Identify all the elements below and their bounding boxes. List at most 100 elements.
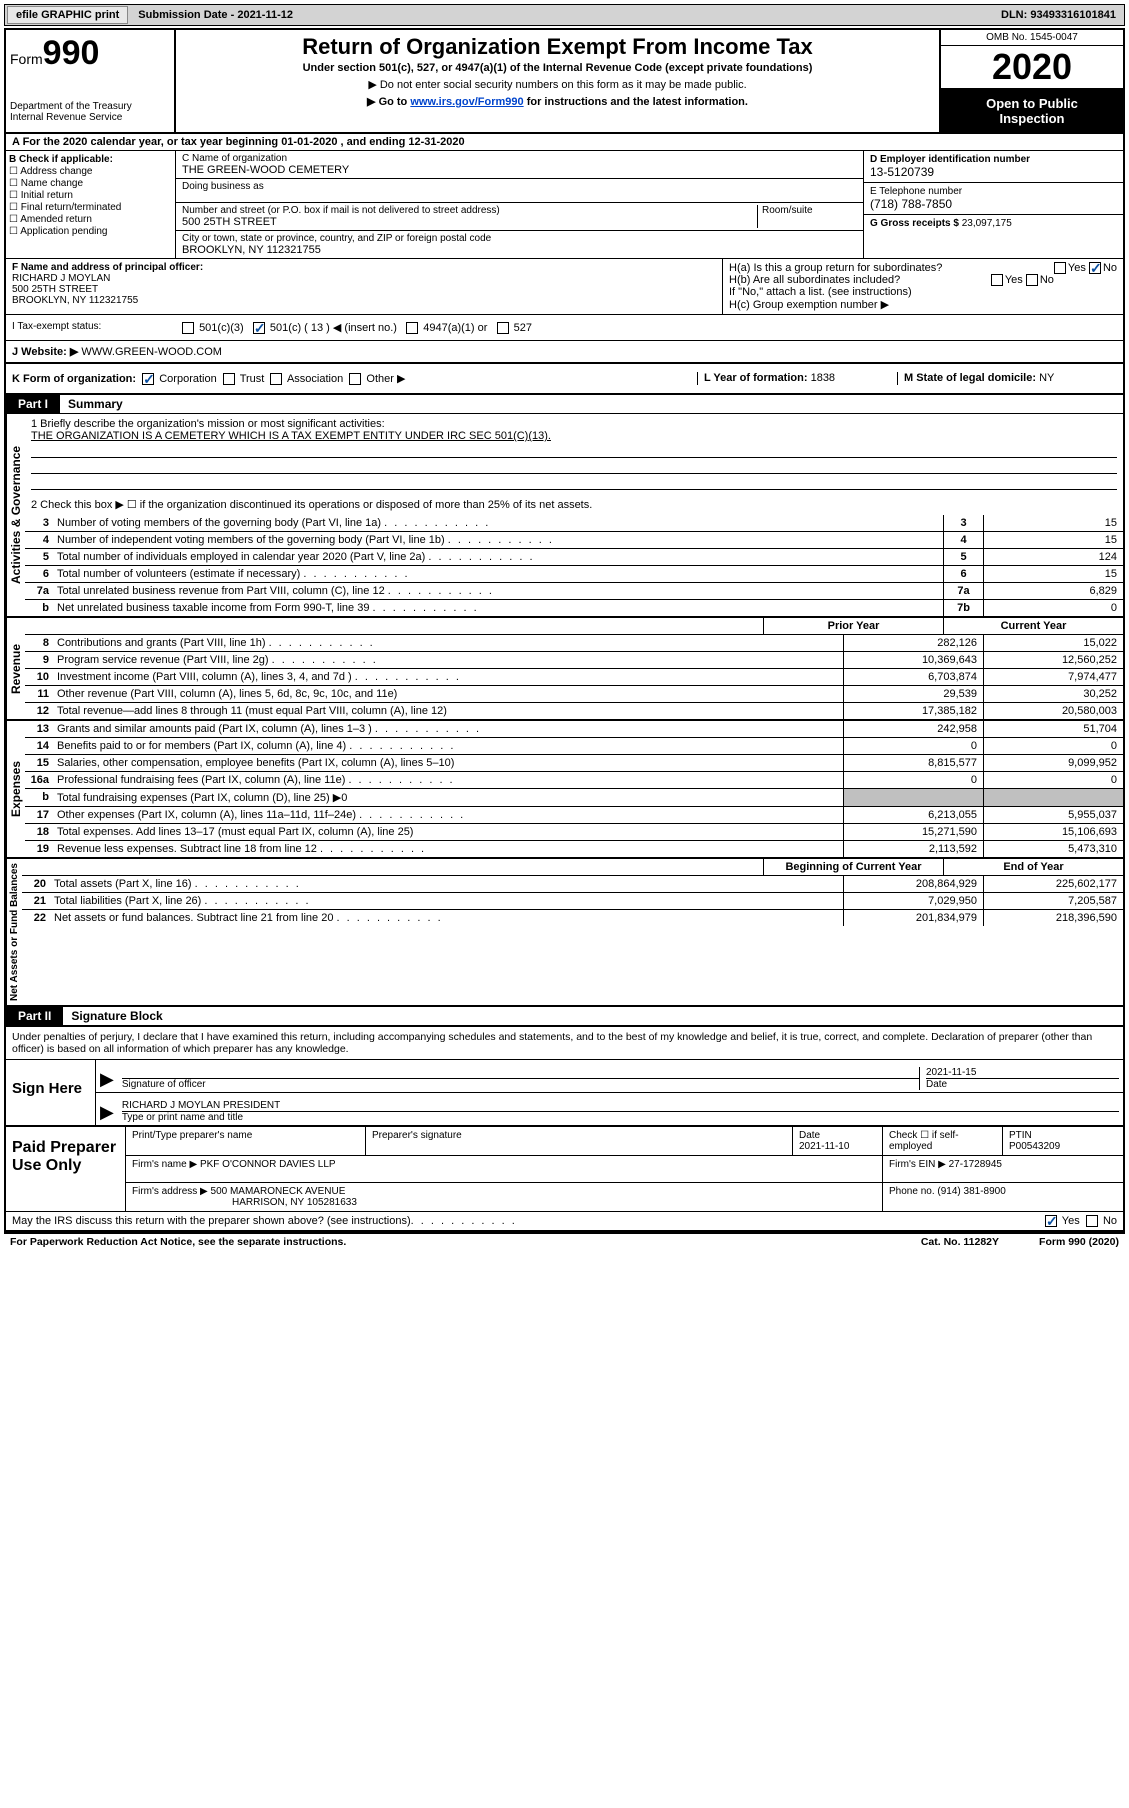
efile-button[interactable]: efile GRAPHIC print xyxy=(7,6,128,24)
section-f-h: F Name and address of principal officer:… xyxy=(6,259,1123,314)
prep-phone: (914) 381-8900 xyxy=(937,1186,1005,1197)
form-header: Form990 Department of the Treasury Inter… xyxy=(6,30,1123,134)
line-3-val: 15 xyxy=(983,515,1123,531)
line-10-cur: 7,974,477 xyxy=(983,669,1123,685)
chk-app-pending[interactable]: ☐ Application pending xyxy=(9,226,172,237)
line-17-cur: 5,955,037 xyxy=(983,807,1123,823)
line-8-cur: 15,022 xyxy=(983,635,1123,651)
submission-label: Submission Date - 2021-11-12 xyxy=(130,9,301,21)
section-i: I Tax-exempt status: 501(c)(3) 501(c) ( … xyxy=(6,314,1123,341)
sig-date: 2021-11-15 xyxy=(926,1067,1119,1078)
line-11-prior: 29,539 xyxy=(843,686,983,702)
mission-text: THE ORGANIZATION IS A CEMETERY WHICH IS … xyxy=(31,430,1117,442)
prep-name-label: Print/Type preparer's name xyxy=(126,1127,366,1155)
line-16a-cur: 0 xyxy=(983,772,1123,788)
prep-selfemp[interactable]: Check ☐ if self-employed xyxy=(883,1127,1003,1155)
chk-name-change[interactable]: ☐ Name change xyxy=(9,178,172,189)
line-19-prior: 2,113,592 xyxy=(843,841,983,857)
gross-value: 23,097,175 xyxy=(962,218,1012,229)
vert-net: Net Assets or Fund Balances xyxy=(6,859,22,1005)
chk-corp[interactable] xyxy=(142,373,154,385)
chk-initial-return[interactable]: ☐ Initial return xyxy=(9,190,172,201)
h-a-label: H(a) Is this a group return for subordin… xyxy=(729,262,942,274)
header-right: OMB No. 1545-0047 2020 Open to PublicIns… xyxy=(939,30,1123,132)
col-beg: Beginning of Current Year xyxy=(763,859,943,875)
section-f: F Name and address of principal officer:… xyxy=(6,259,723,314)
line-22-prior: 201,834,979 xyxy=(843,910,983,926)
part-i-tab: Part I xyxy=(6,395,60,413)
col-end: End of Year xyxy=(943,859,1123,875)
dln: DLN: 93493316101841 xyxy=(1001,9,1124,21)
city-value: BROOKLYN, NY 112321755 xyxy=(182,244,857,256)
line-20-prior: 208,864,929 xyxy=(843,876,983,892)
header-mid: Return of Organization Exempt From Incom… xyxy=(176,30,939,132)
section-h: H(a) Is this a group return for subordin… xyxy=(723,259,1123,314)
room-label: Room/suite xyxy=(762,205,857,216)
line-21-cur: 7,205,587 xyxy=(983,893,1123,909)
calendar-year-row: A For the 2020 calendar year, or tax yea… xyxy=(6,134,1123,151)
line-16b-prior xyxy=(843,789,983,806)
line-6-val: 15 xyxy=(983,566,1123,582)
tax-year: 2020 xyxy=(941,46,1123,90)
line-7b-val: 0 xyxy=(983,600,1123,616)
signature-declaration: Under penalties of perjury, I declare th… xyxy=(6,1026,1123,1059)
l-label: L Year of formation: xyxy=(704,372,808,384)
chk-trust[interactable] xyxy=(223,373,235,385)
line-14-cur: 0 xyxy=(983,738,1123,754)
h-a-yn[interactable]: Yes No xyxy=(1054,262,1117,274)
prep-date: 2021-11-10 xyxy=(799,1141,849,1152)
chk-other[interactable] xyxy=(349,373,361,385)
phone-value: (718) 788-7850 xyxy=(870,197,1117,211)
line-10-prior: 6,703,874 xyxy=(843,669,983,685)
h-b-label: H(b) Are all subordinates included? xyxy=(729,274,900,286)
part-ii-header: Part II Signature Block xyxy=(6,1007,1123,1026)
h-b-yn[interactable]: Yes No xyxy=(991,274,1054,286)
line-21-prior: 7,029,950 xyxy=(843,893,983,909)
line-14-prior: 0 xyxy=(843,738,983,754)
chk-assoc[interactable] xyxy=(270,373,282,385)
firm-ein: 27-1728945 xyxy=(949,1159,1002,1170)
subtitle-1: Under section 501(c), 527, or 4947(a)(1)… xyxy=(182,62,933,74)
irs-link[interactable]: www.irs.gov/Form990 xyxy=(410,96,523,108)
paid-preparer-label: Paid Preparer Use Only xyxy=(6,1127,126,1211)
website-label: J Website: ▶ xyxy=(12,346,78,358)
mission-q1: 1 Briefly describe the organization's mi… xyxy=(31,418,1117,430)
chk-501c3[interactable] xyxy=(182,322,194,334)
line-15-prior: 8,815,577 xyxy=(843,755,983,771)
form-number: 990 xyxy=(43,34,100,72)
sig-date-label: Date xyxy=(926,1078,1119,1090)
addr-label: Number and street (or P.O. box if mail i… xyxy=(182,205,757,216)
prep-sig-label: Preparer's signature xyxy=(366,1127,793,1155)
arrow-icon: ▶ xyxy=(100,1069,122,1090)
line-18-prior: 15,271,590 xyxy=(843,824,983,840)
form-word: Form xyxy=(10,51,43,67)
section-c: C Name of organization THE GREEN-WOOD CE… xyxy=(176,151,863,258)
chk-4947[interactable] xyxy=(406,322,418,334)
city-label: City or town, state or province, country… xyxy=(182,233,857,244)
officer-name: RICHARD J MOYLAN xyxy=(12,273,716,284)
discuss-yes[interactable]: Yes xyxy=(1045,1215,1080,1227)
line-7a-val: 6,829 xyxy=(983,583,1123,599)
line-20-cur: 225,602,177 xyxy=(983,876,1123,892)
line-11-cur: 30,252 xyxy=(983,686,1123,702)
ein-value: 13-5120739 xyxy=(870,165,1117,179)
m-value: NY xyxy=(1039,372,1054,384)
chk-final-return[interactable]: ☐ Final return/terminated xyxy=(9,202,172,213)
gross-label: G Gross receipts $ xyxy=(870,218,959,229)
phone-label: E Telephone number xyxy=(870,186,1117,197)
chk-amended[interactable]: ☐ Amended return xyxy=(9,214,172,225)
discuss-no[interactable]: No xyxy=(1086,1215,1117,1227)
chk-527[interactable] xyxy=(497,322,509,334)
line-18-cur: 15,106,693 xyxy=(983,824,1123,840)
irs-discuss-row: May the IRS discuss this return with the… xyxy=(6,1212,1123,1232)
line-17-prior: 6,213,055 xyxy=(843,807,983,823)
line-5-val: 124 xyxy=(983,549,1123,565)
open-inspection: Open to PublicInspection xyxy=(941,90,1123,132)
vert-revenue: Revenue xyxy=(6,618,25,719)
line-8-prior: 282,126 xyxy=(843,635,983,651)
k-label: K Form of organization: xyxy=(12,373,136,385)
line-13-cur: 51,704 xyxy=(983,721,1123,737)
chk-501c[interactable] xyxy=(253,322,265,334)
chk-address-change[interactable]: ☐ Address change xyxy=(9,166,172,177)
officer-addr2: BROOKLYN, NY 112321755 xyxy=(12,295,716,306)
